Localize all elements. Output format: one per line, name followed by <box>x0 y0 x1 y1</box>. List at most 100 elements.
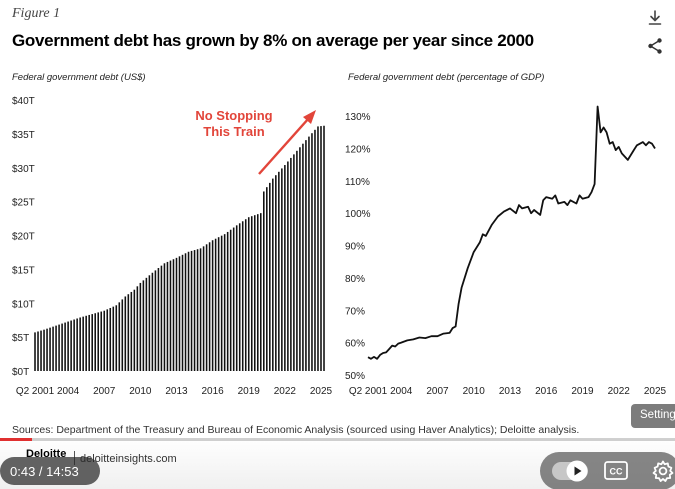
debt-bar <box>181 254 184 371</box>
debt-bar <box>46 328 48 371</box>
debt-bar <box>256 214 259 371</box>
debt-bar <box>296 150 298 371</box>
y-tick-label: $25T <box>12 198 35 209</box>
debt-bar <box>269 182 271 371</box>
autoplay-play-icon[interactable] <box>566 460 588 482</box>
debt-bar <box>314 129 316 371</box>
debt-bar <box>118 302 121 371</box>
x-tick-label: Q2 2001 <box>16 386 55 397</box>
debt-bar-chart: $0T $5T $10T $15T $20T $25T $30T $35T $40T Q2 20… <box>12 96 333 397</box>
debt-bar <box>115 305 118 371</box>
debt-bar <box>317 126 319 371</box>
debt-bar <box>235 225 238 371</box>
debt-bar <box>178 256 181 371</box>
figure-label: Figure 1 <box>12 6 61 21</box>
debt-bar <box>278 171 280 371</box>
progress-track[interactable] <box>0 438 675 441</box>
debt-bar <box>166 261 169 371</box>
debt-bar <box>169 260 172 371</box>
debt-bar <box>172 259 175 371</box>
debt-bar <box>55 325 57 371</box>
sources-note: Sources: Department of the Treasury and … <box>12 424 580 436</box>
annotation-line-1: No Stopping <box>195 108 272 123</box>
debt-bar <box>124 296 127 371</box>
gear-icon[interactable] <box>651 459 675 483</box>
debt-bar <box>275 175 277 371</box>
cc-icon[interactable]: CC <box>604 461 628 480</box>
debt-bar <box>106 309 109 371</box>
debt-bar <box>196 249 199 371</box>
x-tick-label: 2019 <box>571 386 594 397</box>
debt-bar <box>154 270 157 371</box>
y-tick-label: 100% <box>345 209 371 220</box>
y-tick-label: 110% <box>345 177 370 188</box>
x-tick-label: 2013 <box>499 386 522 397</box>
debt-bar <box>151 272 154 371</box>
download-icon[interactable] <box>645 8 665 28</box>
debt-bar <box>142 280 145 371</box>
debt-bar <box>34 332 36 371</box>
y-tick-label: 80% <box>345 274 365 285</box>
debt-bar <box>232 227 235 371</box>
debt-bar <box>287 161 289 371</box>
debt-bar <box>157 268 160 371</box>
debt-bar <box>302 143 304 371</box>
debt-bar <box>229 229 232 371</box>
svg-text:CC: CC <box>610 467 623 477</box>
debt-bar <box>58 324 60 371</box>
debt-bar <box>109 307 112 371</box>
x-tick-label: 2010 <box>129 386 152 397</box>
debt-bar <box>293 154 295 371</box>
debt-bar <box>193 250 196 371</box>
debt-bar <box>97 312 100 371</box>
debt-bar <box>263 191 265 371</box>
x-tick-label: 2004 <box>390 386 413 397</box>
debt-bar <box>208 242 211 371</box>
debt-bar <box>175 257 178 371</box>
debt-bar <box>290 157 292 371</box>
debt-bar <box>223 234 226 371</box>
x-tick-label: 2013 <box>165 386 188 397</box>
debt-bar <box>226 231 229 371</box>
debt-bar <box>94 313 96 371</box>
debt-bar <box>266 187 268 371</box>
x-tick-label: 2025 <box>644 386 667 397</box>
x-tick-label: 2007 <box>426 386 449 397</box>
y-tick-label: 70% <box>345 306 365 317</box>
debt-bar <box>190 250 193 371</box>
debt-bar <box>88 314 90 371</box>
debt-bar <box>238 223 241 371</box>
debt-bar <box>184 253 187 371</box>
debt-bar <box>160 265 163 371</box>
share-icon[interactable] <box>645 36 665 56</box>
debt-bar <box>70 320 72 371</box>
debt-bar <box>121 299 124 371</box>
brand-url[interactable]: deloitteinsights.com <box>80 453 177 465</box>
y-tick-label: $5T <box>12 333 29 344</box>
x-tick-label: 2016 <box>201 386 224 397</box>
y-tick-label: 130% <box>345 112 371 123</box>
x-tick-label: 2004 <box>57 386 80 397</box>
debt-bar <box>250 216 253 371</box>
annotation-arrow-head <box>303 110 316 124</box>
debt-bar <box>220 235 223 371</box>
debt-bar <box>211 240 214 371</box>
debt-bar <box>244 219 247 371</box>
debt-bar <box>308 136 310 371</box>
debt-bar <box>73 319 75 371</box>
x-tick-label: 2025 <box>310 386 333 397</box>
debt-bar <box>214 238 217 371</box>
debt-bar <box>272 178 274 371</box>
y-tick-label: $20T <box>12 232 35 243</box>
debt-bar <box>82 316 84 371</box>
debt-bar <box>281 168 283 371</box>
debt-bar <box>163 263 166 371</box>
debt-bar <box>91 314 93 371</box>
debt-bar <box>52 326 54 371</box>
debt-bar <box>136 286 139 371</box>
debt-bar <box>64 322 66 371</box>
debt-bar <box>85 315 87 371</box>
debt-bar <box>187 251 190 371</box>
debt-bar <box>299 147 301 371</box>
debt-bar <box>241 221 244 371</box>
